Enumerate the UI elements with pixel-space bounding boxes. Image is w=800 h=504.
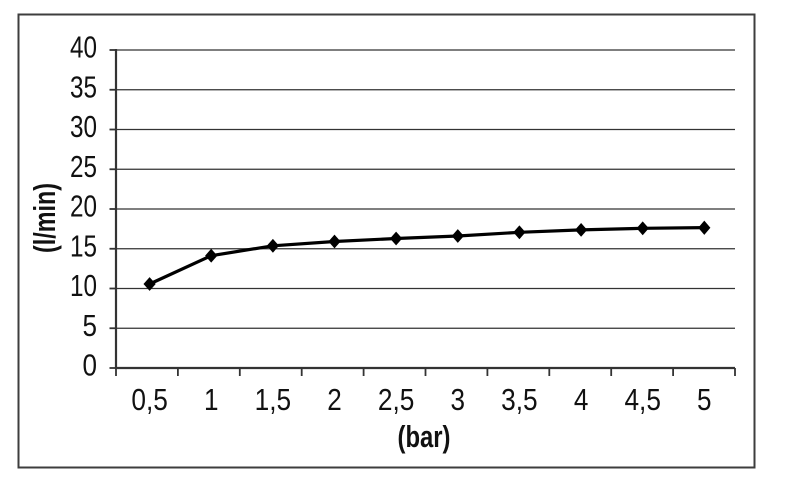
- svg-text:35: 35: [70, 70, 97, 104]
- svg-text:5: 5: [83, 309, 98, 343]
- svg-text:2: 2: [327, 383, 342, 417]
- svg-text:3,5: 3,5: [501, 383, 538, 417]
- svg-text:1: 1: [204, 383, 219, 417]
- svg-text:25: 25: [70, 150, 97, 184]
- svg-text:15: 15: [70, 229, 97, 263]
- svg-text:0: 0: [83, 349, 98, 383]
- svg-text:5: 5: [697, 383, 712, 417]
- svg-text:40: 40: [70, 31, 97, 65]
- svg-text:4: 4: [574, 383, 589, 417]
- svg-text:0,5: 0,5: [131, 383, 168, 417]
- svg-text:1,5: 1,5: [255, 383, 292, 417]
- svg-text:10: 10: [70, 269, 97, 303]
- svg-text:20: 20: [70, 190, 97, 224]
- svg-text:(bar): (bar): [398, 420, 451, 454]
- svg-text:30: 30: [70, 110, 97, 144]
- svg-text:2,5: 2,5: [378, 383, 415, 417]
- svg-text:4,5: 4,5: [624, 383, 661, 417]
- svg-text:3: 3: [451, 383, 466, 417]
- svg-text:(l/min): (l/min): [28, 183, 62, 253]
